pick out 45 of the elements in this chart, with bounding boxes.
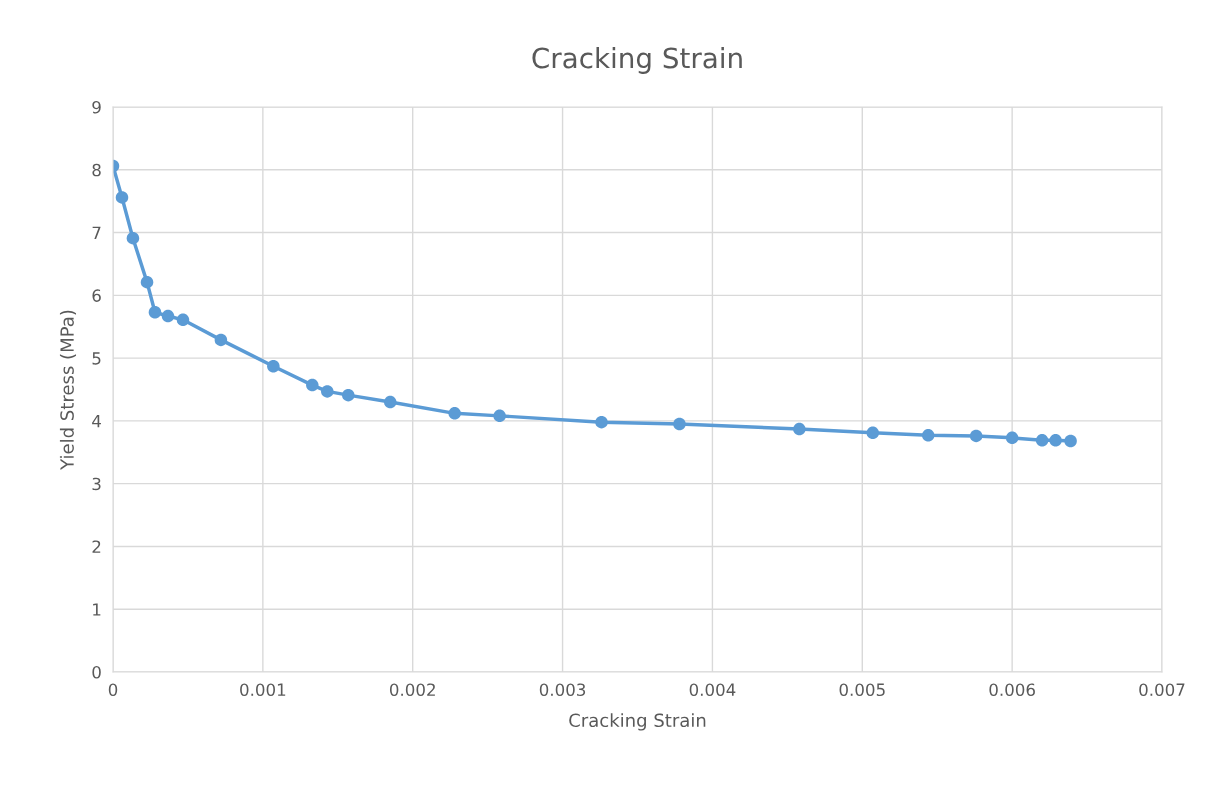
point (921, 429, 935, 442)
x-tick-label: 0.007 (1139, 683, 1185, 697)
point (126, 231, 140, 245)
x-tick-label: 0.004 (689, 683, 736, 697)
point (267, 360, 280, 373)
y-tick-label: 2 (92, 540, 101, 553)
x-tick-label: 0.001 (240, 683, 286, 697)
y-tick-label: 3 (92, 477, 101, 491)
point (383, 395, 397, 409)
chart-title: Cracking Strain (532, 47, 742, 74)
x-axis-title: Cracking Strain (569, 713, 706, 731)
y-axis-title: Yield Stress (MPa) (59, 310, 77, 470)
point (342, 388, 355, 402)
point (1049, 434, 1062, 447)
x-tick-label: 0.005 (839, 683, 885, 697)
point (148, 306, 162, 319)
point (793, 422, 806, 436)
y-tick-label: 8 (92, 163, 101, 177)
point (673, 417, 686, 431)
y-tick-label: 6 (92, 289, 101, 302)
y-tick-label: 0 (92, 665, 101, 679)
point (493, 409, 506, 423)
x-tick-label: 0.006 (989, 683, 1035, 697)
point (306, 378, 319, 392)
point (595, 415, 608, 429)
y-tick-label: 7 (92, 226, 101, 239)
point (321, 385, 334, 398)
point (161, 309, 175, 323)
x-tick-label: 0 (108, 683, 118, 697)
x-tick-label: 0.003 (539, 683, 586, 697)
point (448, 407, 461, 420)
y-tick-label: 4 (92, 415, 101, 428)
y-tick-label: 9 (92, 100, 101, 114)
point (969, 429, 983, 443)
point (866, 426, 880, 440)
point (1005, 431, 1019, 445)
x-tick-label: 0.002 (389, 683, 435, 697)
point (176, 313, 190, 327)
point (214, 333, 228, 347)
y-tick-label: 1 (93, 603, 101, 616)
point (140, 275, 154, 289)
point (115, 191, 129, 204)
point (1064, 434, 1077, 448)
point (1035, 434, 1049, 447)
y-tick-label: 5 (92, 352, 101, 365)
